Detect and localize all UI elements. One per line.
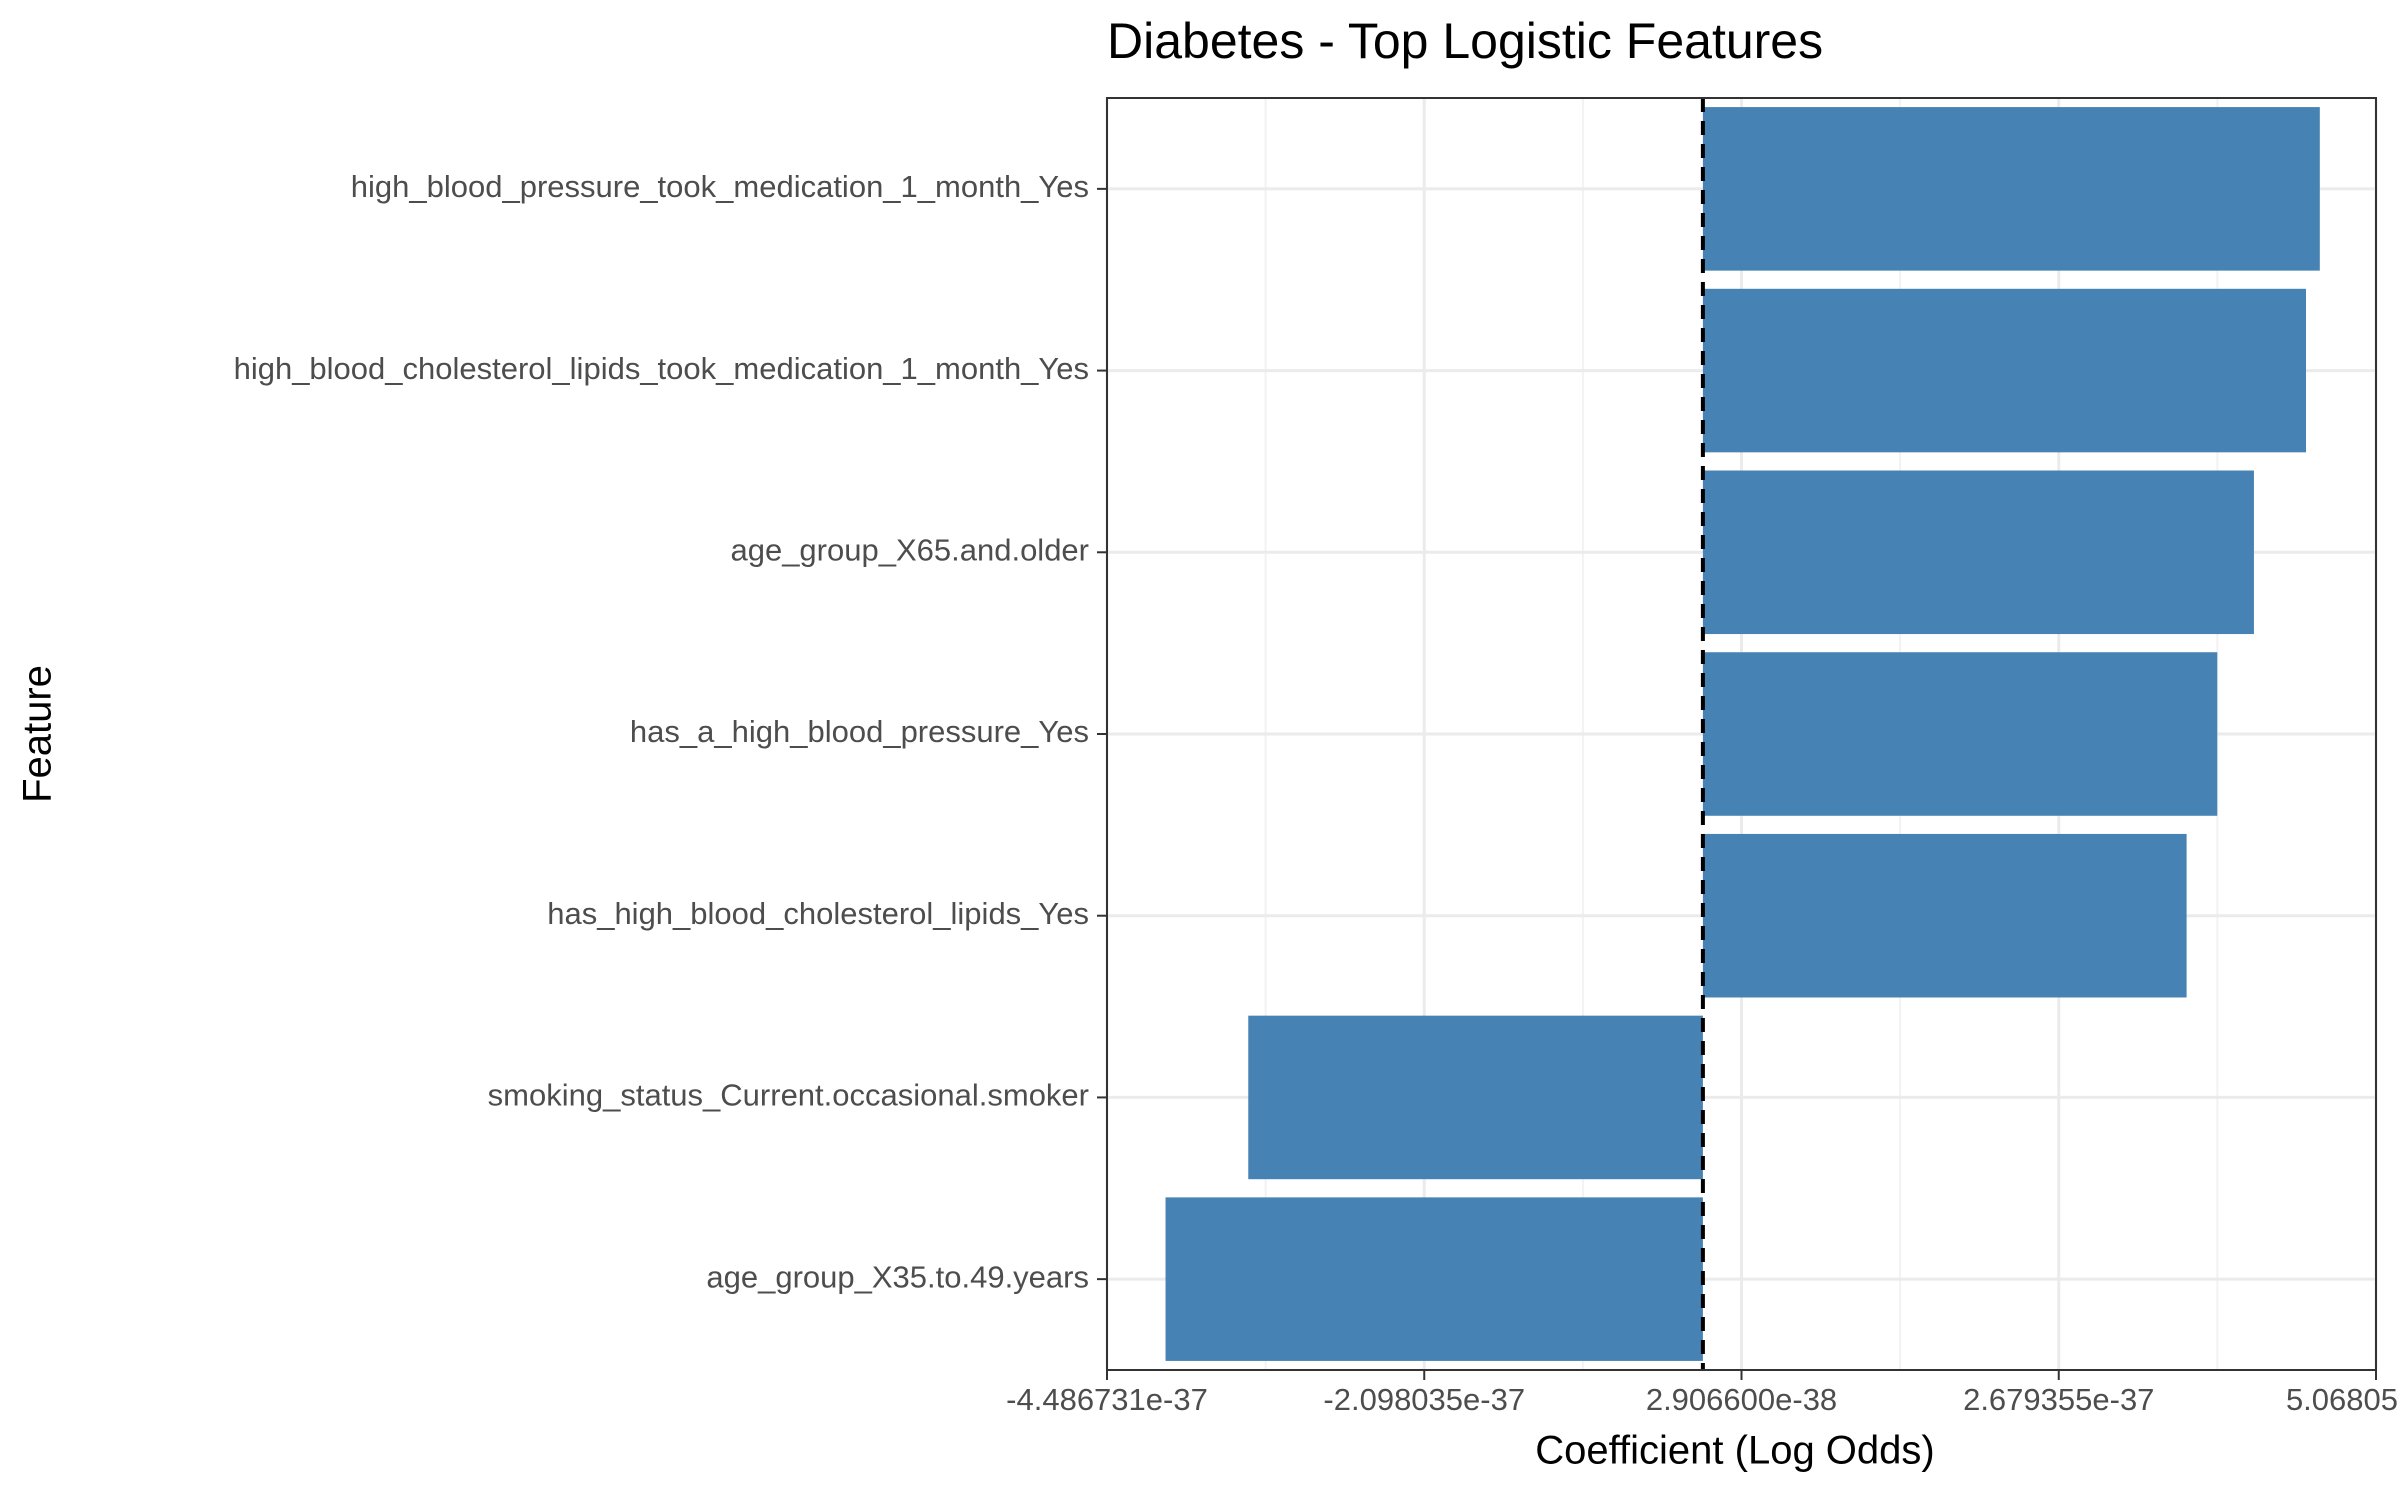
x-tick-label: 2.906600e-38	[1646, 1382, 1837, 1417]
y-axis-title: Feature	[16, 665, 60, 803]
y-tick-label: smoking_status_Current.occasional.smoker	[488, 1078, 1089, 1113]
x-tick-label: 5.06805	[2286, 1382, 2398, 1417]
bar	[1248, 1015, 1703, 1180]
bar	[1702, 107, 2320, 271]
bar	[1165, 1197, 1703, 1361]
y-tick-label: high_blood_pressure_took_medication_1_mo…	[351, 169, 1089, 204]
x-tick-label: -4.486731e-37	[1006, 1382, 1208, 1417]
y-tick-label: age_group_X35.to.49.years	[706, 1259, 1089, 1294]
bar	[1702, 652, 2218, 816]
x-tick-label: 2.679355e-37	[1963, 1382, 2154, 1417]
bar	[1702, 833, 2187, 998]
chart-title: Diabetes - Top Logistic Features	[1107, 13, 1823, 69]
bar	[1702, 470, 2254, 635]
y-tick-label: age_group_X65.and.older	[730, 532, 1089, 567]
x-tick-label: -2.098035e-37	[1323, 1382, 1525, 1417]
bar	[1702, 288, 2307, 453]
y-tick-label: has_high_blood_cholesterol_lipids_Yes	[547, 896, 1089, 931]
y-tick-label: has_a_high_blood_pressure_Yes	[630, 714, 1089, 749]
x-axis-title: Coefficient (Log Odds)	[1535, 1429, 1934, 1473]
y-tick-label: high_blood_cholesterol_lipids_took_medic…	[234, 351, 1089, 386]
